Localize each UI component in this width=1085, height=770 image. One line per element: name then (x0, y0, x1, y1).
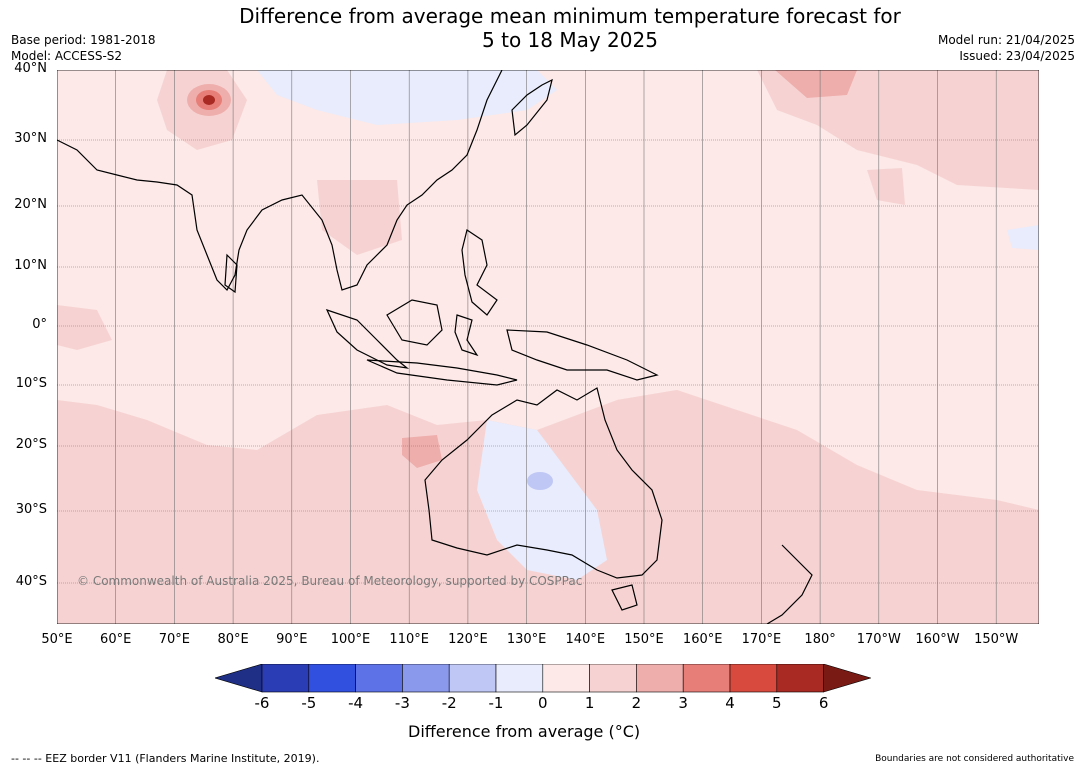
colorbar-box (589, 664, 637, 693)
colorbar-box (542, 664, 590, 693)
coastline-sulawesi (454, 314, 479, 357)
model-run: Model run: 21/04/2025 (937, 33, 1075, 47)
coastlines (57, 70, 813, 624)
colorbar-tick-label: -6 (254, 694, 270, 712)
meta-left: Base period: 1981-2018 Model: ACCESS-S2 (11, 32, 156, 64)
longitude-label: 160°W (915, 632, 960, 647)
colorbar-box (682, 664, 731, 693)
colorbar-box (355, 664, 403, 693)
colorbar-tick-label: 2 (631, 694, 642, 712)
colorbar-label: Difference from average (°C) (408, 722, 641, 741)
boundaries-disclaimer: Boundaries are not considered authoritat… (875, 754, 1074, 764)
colorbar-extension-low (215, 664, 263, 693)
latitude-label: 10°N (14, 258, 47, 273)
latitude-label: 0° (32, 317, 47, 332)
copyright-notice: © Commonwealth of Australia 2025, Bureau… (77, 574, 583, 588)
title-line-1: Difference from average mean minimum tem… (239, 4, 901, 28)
anomaly-pacific-cool (1007, 225, 1039, 250)
latitude-label: 30°S (15, 502, 47, 517)
forecast-map (57, 70, 1039, 624)
coastline-java-lesser-sunda (366, 359, 518, 386)
longitude-label: 150°E (624, 632, 664, 647)
longitude-label: 50°E (41, 632, 73, 647)
coastline-new-guinea (506, 329, 659, 381)
coastline-sri-lanka (224, 253, 238, 294)
model-name: Model: ACCESS-S2 (11, 49, 123, 63)
coastline-asia (57, 70, 503, 291)
eez-legend-note: -- -- -- EEZ border V11 (Flanders Marine… (11, 752, 320, 765)
longitude-label: 150°W (974, 632, 1019, 647)
colorbar (215, 664, 871, 693)
longitude-label: 120°E (448, 632, 488, 647)
coastline-tasmania (611, 584, 638, 611)
longitude-label: 140°E (565, 632, 606, 647)
anomaly-north-pacific-warm (775, 70, 857, 98)
coastline-new-zealand (766, 544, 813, 624)
anomaly-west-indian-ocean (57, 305, 112, 350)
colorbar-box (729, 664, 778, 693)
anomaly-coral-sea (617, 390, 787, 550)
colorbar-tick-label: -2 (441, 694, 457, 712)
coastline-japan (511, 78, 553, 137)
colorbar-box (776, 664, 824, 693)
anomaly-north-pacific (757, 70, 1039, 190)
coastline-philippines (461, 229, 498, 316)
colorbar-box (495, 664, 544, 693)
map-gridlines (57, 70, 1039, 624)
anomaly-australia-cool-core (527, 472, 553, 490)
longitude-label: 60°E (100, 632, 132, 647)
colorbar-box (261, 664, 310, 693)
colorbar-tick-label: -1 (488, 694, 504, 712)
meta-right: Model run: 21/04/2025 Issued: 23/04/2025 (938, 32, 1075, 64)
colorbar-box (402, 664, 450, 693)
colorbar-box (308, 664, 356, 693)
latitude-label: 30°N (14, 131, 47, 146)
anomaly-pacific-patch (867, 168, 905, 205)
colorbar-tick-label: -3 (394, 694, 410, 712)
colorbar-tick-label: 5 (772, 694, 782, 712)
longitude-label: 170°E (741, 632, 782, 647)
latitude-label: 10°S (15, 376, 47, 391)
coastline-australia (424, 387, 663, 579)
anomaly-fields (57, 70, 1039, 624)
latitude-label: 20°S (15, 437, 47, 452)
latitude-label: 40°S (15, 574, 47, 589)
base-period: Base period: 1981-2018 (11, 33, 156, 47)
colorbar-tick-label: 4 (725, 694, 735, 712)
longitude-label: 90°E (276, 632, 308, 647)
longitude-label: 70°E (158, 632, 191, 647)
colorbar-tick-label: -4 (348, 694, 364, 712)
longitude-label: 110°E (389, 632, 429, 647)
longitude-label: 170°W (856, 632, 901, 647)
colorbar-box (448, 664, 497, 693)
longitude-label: 100°E (330, 632, 371, 647)
anomaly-western-australia-warm (402, 435, 442, 468)
latitude-label: 20°N (14, 197, 47, 212)
colorbar-tick-label: -5 (301, 694, 317, 712)
longitude-label: 130°E (506, 632, 547, 647)
colorbar-tick-label: 6 (818, 694, 829, 712)
longitude-label: 180° (804, 632, 836, 647)
anomaly-inland-australia-cool (477, 420, 607, 580)
anomaly-tibet-cool (257, 70, 557, 125)
anomaly-hotspot-core (203, 95, 215, 105)
colorbar-box (636, 664, 684, 693)
anomaly-indochina (317, 180, 402, 255)
colorbar-tick-label: 0 (538, 694, 548, 712)
title-line-2: 5 to 18 May 2025 (482, 28, 658, 52)
longitude-label: 80°E (217, 632, 249, 647)
coastline-sumatra (325, 308, 410, 369)
colorbar-tick-label: 1 (584, 694, 595, 712)
colorbar-extension-high (823, 664, 871, 693)
issued-date: Issued: 23/04/2025 (959, 49, 1075, 63)
longitude-label: 160°E (682, 632, 723, 647)
latitude-label: 40°N (14, 61, 47, 76)
colorbar-tick-label: 3 (678, 694, 688, 712)
map-title: Difference from average mean minimum tem… (0, 4, 1085, 52)
coastline-borneo (386, 299, 443, 346)
